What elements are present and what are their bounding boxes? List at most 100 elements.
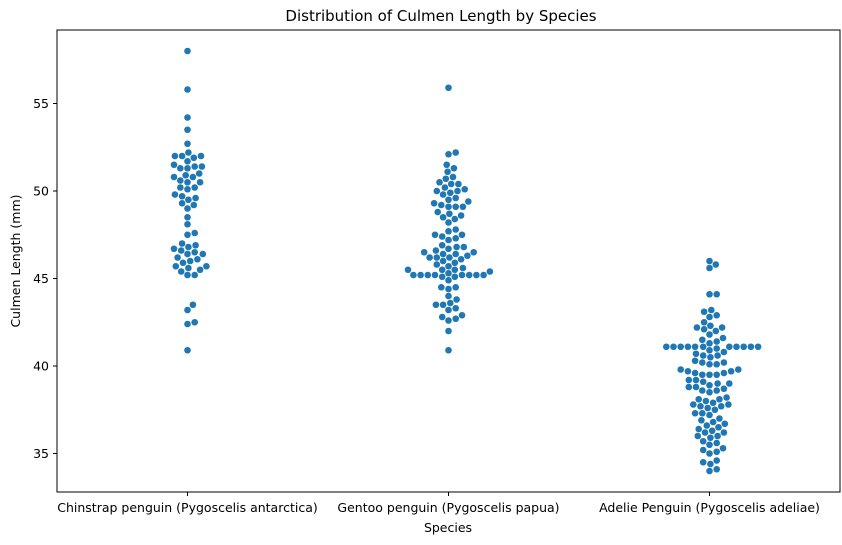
data-point (447, 299, 454, 307)
data-point (184, 164, 191, 172)
data-point (714, 380, 721, 387)
data-point (194, 255, 201, 263)
data-point (713, 465, 720, 473)
y-tick-label: 45 (33, 271, 49, 286)
data-point (693, 324, 701, 331)
data-point (713, 439, 720, 447)
data-point (470, 248, 478, 256)
data-point (690, 401, 697, 408)
data-point (699, 458, 707, 466)
x-tick-label: Adelie Penguin (Pygoscelis adeliae) (599, 500, 820, 515)
data-point (707, 460, 714, 468)
data-point (702, 397, 710, 405)
data-point (417, 271, 424, 279)
data-point (706, 411, 713, 419)
data-point (460, 243, 468, 251)
data-point (720, 348, 728, 356)
data-point (171, 191, 179, 198)
data-point (716, 415, 723, 422)
data-point (189, 173, 197, 181)
data-point (473, 271, 480, 279)
data-point (464, 252, 471, 260)
data-point (445, 346, 452, 354)
x-axis-title: Species (424, 520, 472, 535)
data-point (716, 395, 723, 403)
data-point (684, 343, 692, 351)
data-point (172, 262, 180, 270)
data-point (684, 367, 692, 375)
data-point (706, 313, 713, 321)
data-point (445, 306, 452, 314)
data-point (451, 259, 459, 267)
data-point (747, 343, 755, 351)
data-point (445, 84, 452, 92)
data-point (184, 126, 191, 134)
data-point (452, 304, 460, 312)
data-point (443, 161, 451, 169)
data-point (184, 346, 191, 354)
data-point (706, 360, 713, 368)
data-point (720, 385, 728, 393)
y-tick-label: 50 (33, 184, 49, 199)
data-point (170, 245, 178, 253)
data-point (186, 257, 194, 265)
data-point (190, 154, 198, 162)
data-point (197, 152, 205, 160)
data-point (697, 402, 704, 410)
data-point (438, 241, 446, 249)
data-point (196, 178, 204, 186)
data-point (714, 432, 721, 440)
data-point (184, 185, 191, 193)
data-point (445, 285, 452, 293)
data-point (458, 311, 466, 319)
data-point (426, 254, 433, 261)
data-point (699, 371, 706, 379)
data-point (713, 387, 720, 394)
data-point (707, 434, 714, 442)
data-point (178, 152, 186, 160)
data-point (451, 266, 459, 274)
y-tick-label: 35 (33, 446, 49, 461)
data-point (191, 229, 198, 237)
data-point (433, 261, 441, 268)
data-point (725, 401, 732, 408)
data-point (444, 168, 451, 176)
data-point (442, 175, 450, 183)
data-point (713, 457, 720, 464)
data-point (445, 203, 452, 211)
data-point (699, 378, 707, 386)
data-point (708, 427, 716, 435)
data-point (191, 318, 198, 326)
data-point (454, 187, 461, 195)
data-point (691, 369, 699, 377)
data-point (192, 241, 199, 249)
data-point (446, 254, 453, 261)
data-point (713, 290, 720, 298)
data-point (711, 406, 719, 414)
data-point (452, 234, 460, 242)
data-point (185, 264, 192, 272)
data-point (439, 301, 447, 309)
data-point (714, 352, 721, 359)
data-point (174, 254, 181, 261)
data-point (445, 196, 452, 204)
data-point (184, 157, 191, 165)
data-point (430, 199, 438, 207)
data-point (447, 189, 454, 197)
data-point (699, 359, 706, 366)
data-point (438, 273, 446, 281)
data-point (445, 327, 452, 335)
data-point (465, 198, 472, 205)
data-point (706, 331, 713, 338)
data-point (663, 343, 670, 351)
data-point (189, 301, 197, 309)
data-point (709, 399, 717, 407)
data-point (735, 366, 742, 373)
data-point (184, 220, 191, 228)
data-point (182, 171, 189, 179)
data-point (723, 394, 730, 401)
data-point (184, 271, 191, 279)
data-point (431, 271, 439, 279)
data-point (685, 383, 693, 391)
data-point (439, 250, 447, 258)
